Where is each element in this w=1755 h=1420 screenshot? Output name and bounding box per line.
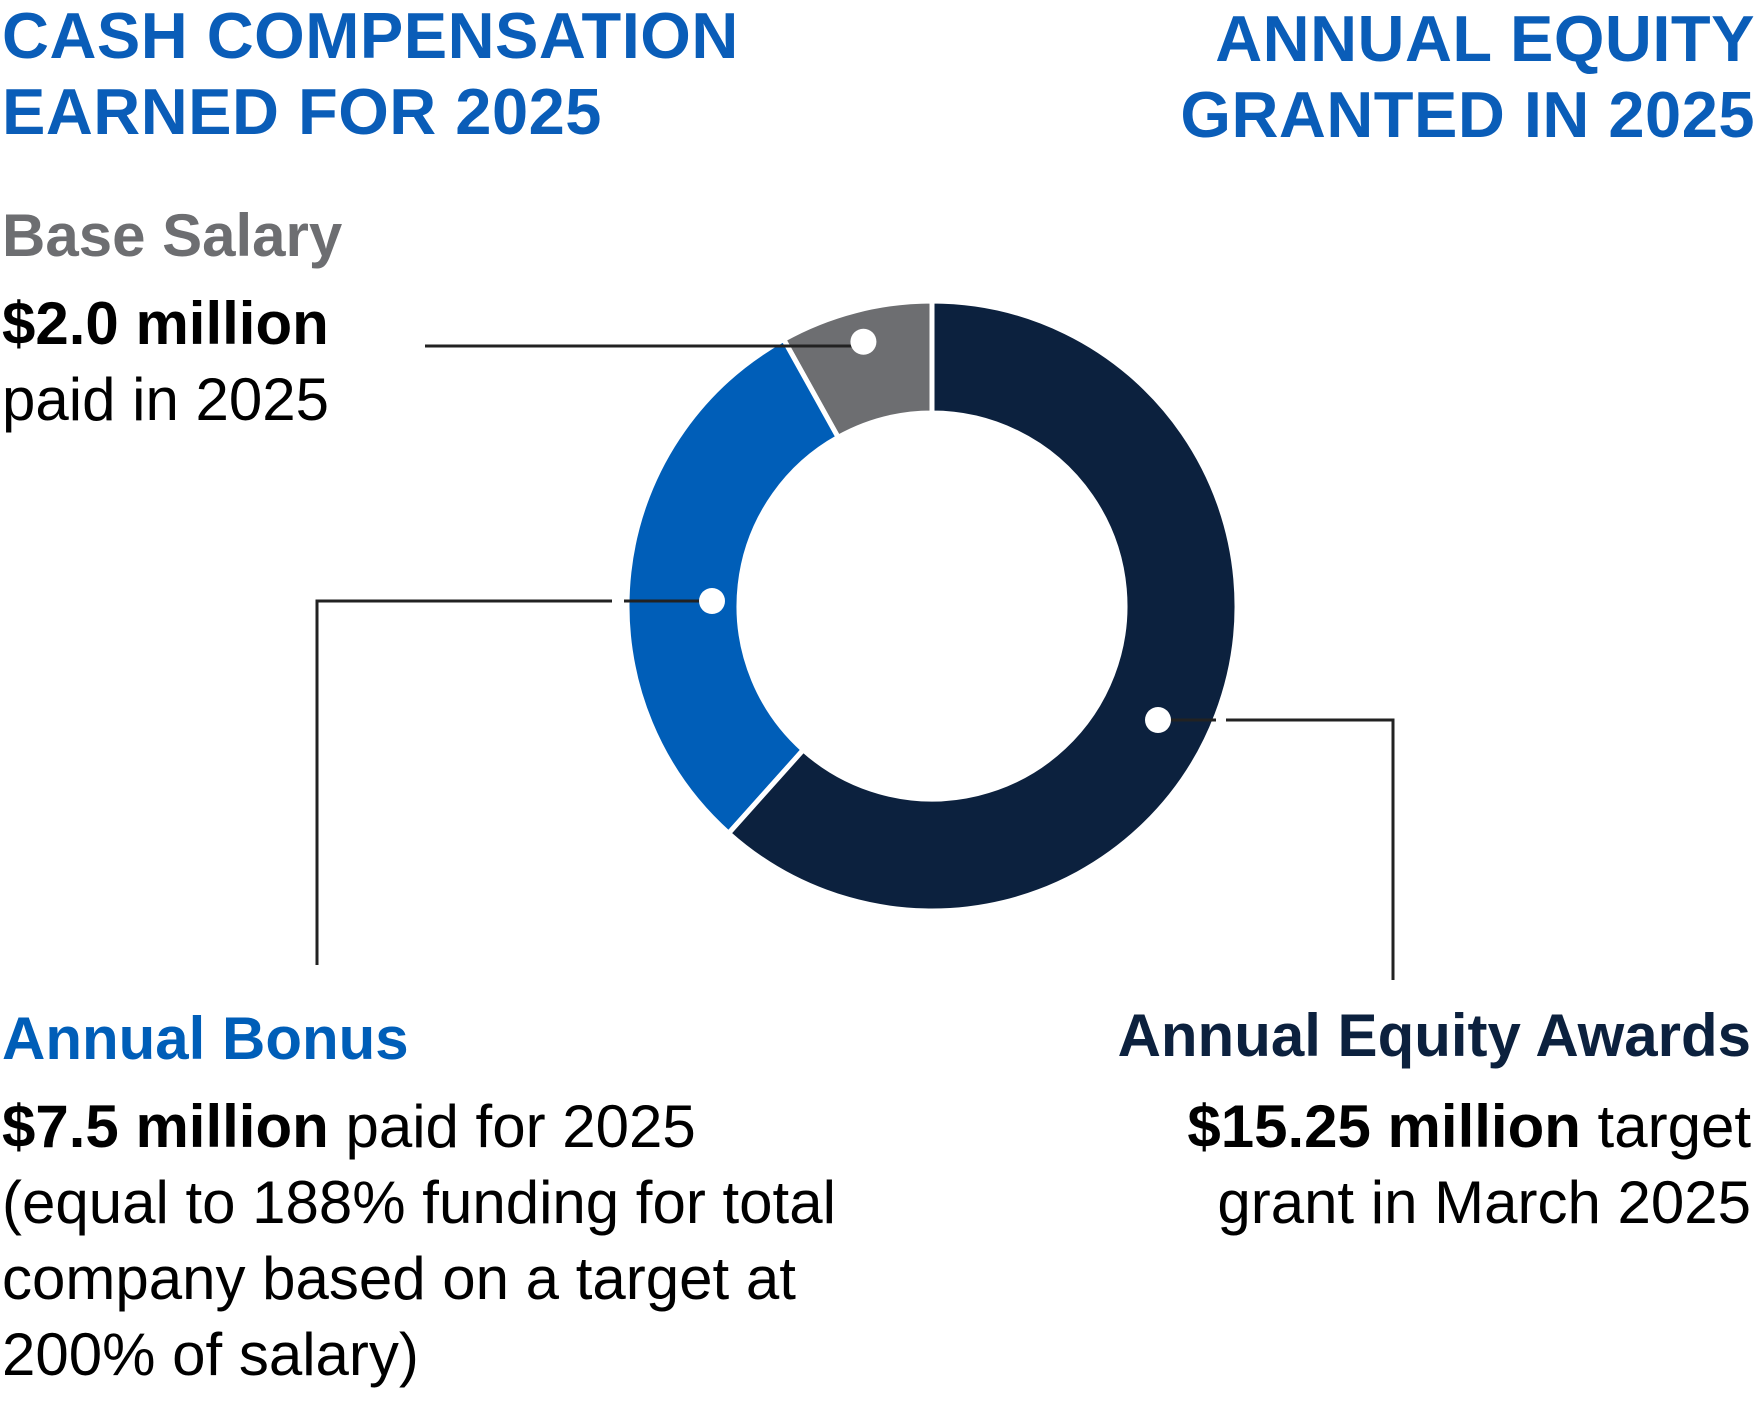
annual-bonus-note-4: 200% of salary) [2,1321,419,1388]
leader-dot-equity [1145,707,1171,733]
base-salary-note: paid in 2025 [2,366,329,433]
donut-slice-annual-bonus [624,336,842,837]
cash-compensation-heading-line-2: EARNED FOR 2025 [2,75,602,148]
annual-bonus-note-3: company based on a target at [2,1245,796,1312]
annual-bonus-note-2: (equal to 188% funding for total [2,1169,836,1236]
annual-bonus-title: Annual Bonus [2,1005,409,1072]
annual-bonus-note-1: paid for 2025 [328,1093,696,1160]
annual-equity-heading-line-2: GRANTED IN 2025 [1180,78,1755,151]
annual-bonus-amount: $7.5 million [2,1093,329,1160]
base-salary-detail: $2.0 million paid in 2025 [2,286,329,438]
equity-awards-title: Annual Equity Awards [1117,1002,1751,1069]
donut-slice-annual-equity-awards [725,298,1240,914]
equity-awards-note-2: grant in March 2025 [1217,1169,1751,1236]
donut-slices [624,298,1240,914]
equity-awards-note-1: target [1580,1093,1751,1160]
annual-equity-heading: ANNUAL EQUITY GRANTED IN 2025 [1180,1,1755,153]
leader-lines [315,328,1395,980]
equity-awards-amount: $15.25 million [1187,1093,1581,1160]
cash-compensation-heading-line-1: CASH COMPENSATION [2,0,739,72]
base-salary-title: Base Salary [2,202,343,269]
annual-equity-heading-line-1: ANNUAL EQUITY [1215,2,1755,75]
cash-compensation-heading: CASH COMPENSATION EARNED FOR 2025 [2,0,739,150]
leader-dot-annual-bonus [699,588,725,614]
leader-dot-base-salary [850,328,877,355]
annual-bonus-detail: $7.5 million paid for 2025 (equal to 188… [2,1089,932,1393]
equity-awards-detail: $15.25 million target grant in March 202… [1187,1089,1751,1241]
leader-line-equity [1226,718,1395,980]
leader-line-annual-bonus [315,599,612,965]
base-salary-amount: $2.0 million [2,290,329,357]
